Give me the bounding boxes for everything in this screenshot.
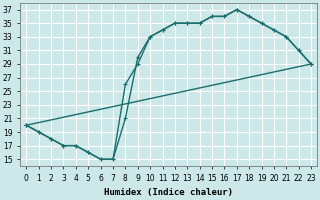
X-axis label: Humidex (Indice chaleur): Humidex (Indice chaleur) — [104, 188, 233, 197]
